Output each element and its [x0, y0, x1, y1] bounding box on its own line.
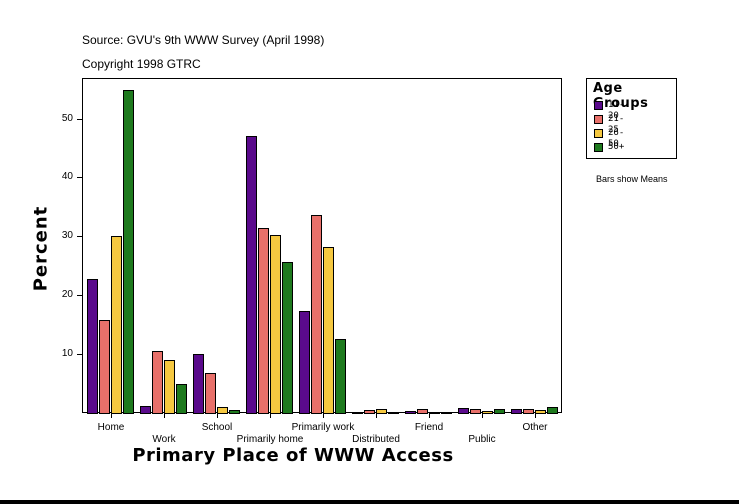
bar	[523, 409, 534, 414]
legend-label: 11-20	[608, 100, 625, 121]
bar	[176, 384, 187, 414]
y-tick	[77, 236, 82, 238]
legend-swatch	[594, 115, 603, 124]
bar	[376, 409, 387, 414]
x-tick	[164, 413, 165, 418]
bar	[547, 407, 558, 414]
bar	[229, 410, 240, 414]
x-tick	[111, 413, 112, 418]
x-tick	[217, 413, 218, 418]
x-tick	[270, 413, 271, 418]
bar	[140, 406, 151, 414]
x-tick-label: Primarily home	[236, 434, 304, 445]
bar	[335, 339, 346, 414]
plot-area	[82, 78, 562, 413]
bar	[205, 373, 216, 414]
bar	[217, 407, 228, 414]
x-tick-label: Home	[97, 422, 125, 433]
bar	[364, 410, 375, 414]
legend: Age Groups 11-20 21-25 26-50 50+	[586, 78, 677, 159]
y-tick	[77, 177, 82, 179]
legend-swatch	[594, 143, 603, 152]
bar	[352, 412, 363, 414]
bar	[299, 311, 310, 414]
bar	[99, 320, 110, 414]
bar	[152, 351, 163, 414]
bar	[111, 236, 122, 414]
x-tick	[323, 413, 324, 418]
x-tick-label: Public	[468, 434, 496, 445]
y-tick-label: 30	[61, 230, 73, 242]
x-tick-label: School	[201, 422, 233, 433]
legend-label: 26-50	[608, 128, 625, 149]
x-tick-label: Distributed	[352, 434, 400, 445]
means-note: Bars show Means	[596, 174, 668, 184]
bar	[270, 235, 281, 414]
x-tick	[482, 413, 483, 418]
bar	[535, 410, 546, 414]
bar	[193, 354, 204, 414]
bar	[441, 412, 452, 414]
y-tick	[77, 354, 82, 356]
y-tick	[77, 118, 82, 120]
bar	[246, 136, 257, 414]
y-axis-title: Percent	[30, 205, 52, 292]
bar	[494, 409, 505, 414]
x-tick-label: Friend	[414, 422, 444, 433]
x-tick	[376, 413, 377, 418]
x-tick	[535, 413, 536, 418]
bottom-border	[0, 500, 739, 504]
bar	[470, 409, 481, 414]
bar	[164, 360, 175, 414]
bar	[323, 247, 334, 414]
x-tick-label: Primarily work	[291, 422, 355, 433]
legend-label: 21-25	[608, 114, 625, 135]
bar	[258, 228, 269, 414]
bar	[87, 279, 98, 414]
y-tick-label: 40	[61, 171, 73, 183]
bar	[482, 411, 493, 414]
legend-swatch	[594, 129, 603, 138]
bar	[458, 408, 469, 414]
source-text: Source: GVU's 9th WWW Survey (April 1998…	[82, 33, 325, 47]
legend-label: 50+	[608, 142, 625, 152]
y-tick	[77, 295, 82, 297]
bar	[123, 90, 134, 414]
bar	[511, 409, 522, 414]
x-tick	[429, 413, 430, 418]
y-tick-label: 20	[61, 289, 73, 301]
legend-title: Age Groups	[593, 81, 649, 111]
bar	[429, 412, 440, 414]
x-tick-label: Other	[522, 422, 548, 433]
x-tick-label: Work	[152, 434, 176, 445]
bar	[282, 262, 293, 414]
y-tick-label: 10	[61, 348, 73, 360]
y-tick-label: 50	[61, 112, 73, 124]
bar	[388, 412, 399, 414]
copyright-text: Copyright 1998 GTRC	[82, 57, 201, 71]
legend-swatch	[594, 101, 603, 110]
x-axis-title: Primary Place of WWW Access	[132, 445, 454, 466]
bar	[405, 411, 416, 414]
bar	[417, 409, 428, 414]
bar	[311, 215, 322, 414]
